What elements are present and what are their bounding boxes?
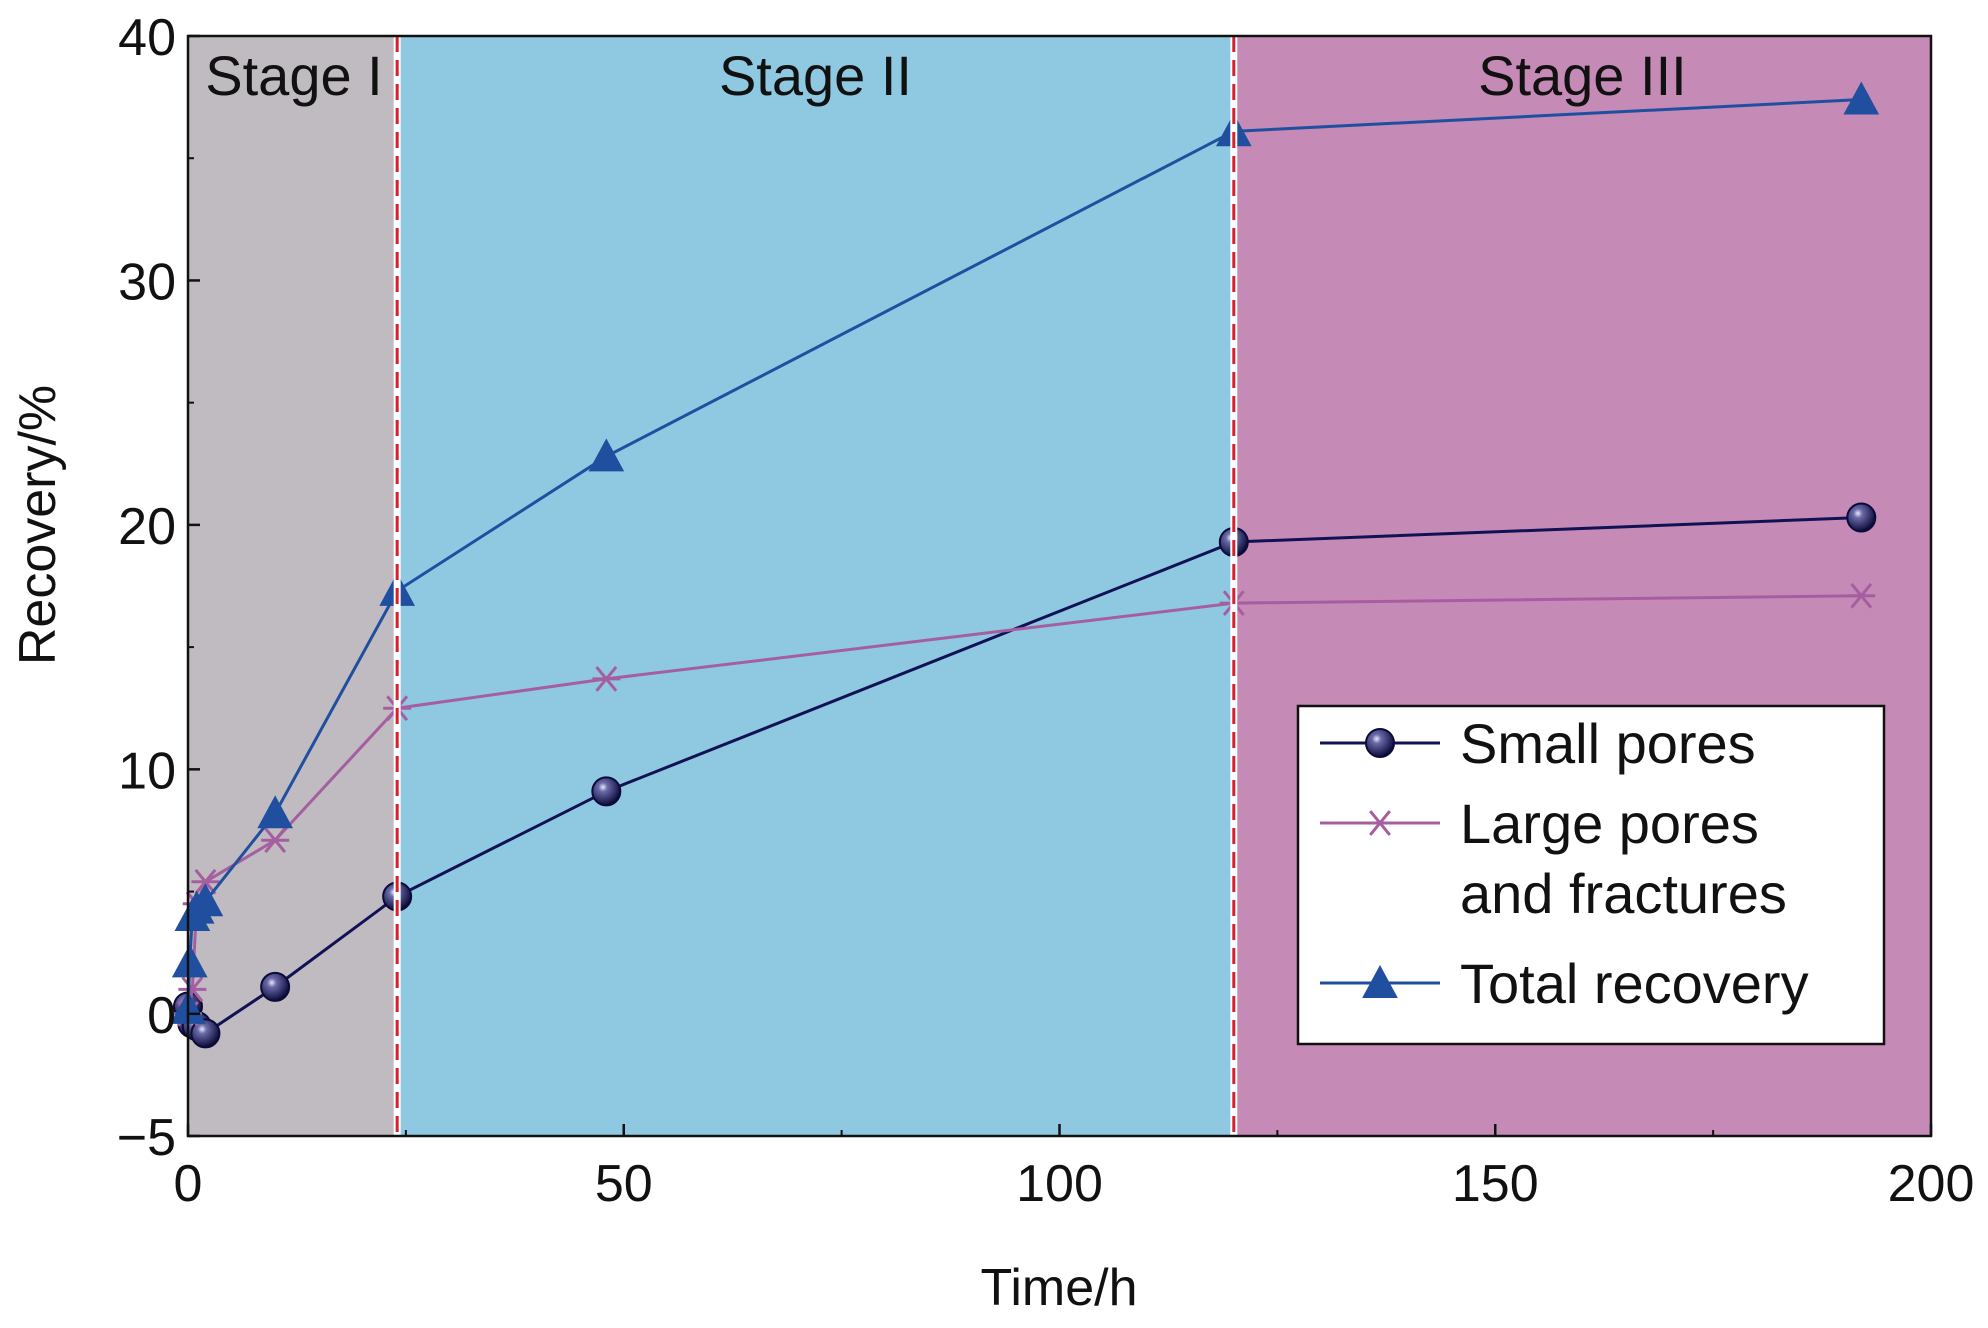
legend-box — [1296, 704, 1886, 1046]
asterisk-stroke — [1369, 810, 1391, 836]
point-marker-ball — [1365, 728, 1395, 758]
point-marker — [588, 438, 625, 472]
point-marker — [171, 944, 208, 978]
y-tick-label: 20 — [118, 498, 176, 556]
x-tick-label: 100 — [1016, 1155, 1103, 1213]
y-axis-label: Recovery/% — [9, 385, 67, 665]
legend-label: Total recovery — [1460, 952, 1809, 1015]
point-marker — [1362, 964, 1398, 998]
stage-band — [188, 36, 398, 1136]
stage-label: Stage III — [1478, 44, 1687, 107]
y-tick-label: −5 — [117, 1109, 176, 1167]
point-marker — [261, 827, 290, 854]
point-marker — [257, 795, 293, 829]
point-marker — [1843, 81, 1880, 115]
point-marker — [1366, 810, 1394, 836]
stage-label: Stage I — [205, 44, 382, 107]
asterisk-stroke — [194, 868, 217, 895]
x-tick-label: 200 — [1888, 1155, 1975, 1213]
point-marker — [1846, 502, 1877, 533]
asterisk-stroke — [595, 666, 618, 692]
point-marker — [191, 868, 220, 895]
point-marker — [591, 776, 622, 807]
point-marker-ball — [190, 1018, 221, 1049]
series-line — [186, 98, 1862, 1009]
stage-label: Stage II — [719, 44, 912, 107]
stage-labels: Stage I Stage II Stage III — [205, 44, 1686, 107]
legend: Small pores Large pores and fractures Total… — [1296, 704, 1886, 1046]
legend-label-line: Large pores — [1460, 792, 1759, 855]
x-tick-label: 0 — [174, 1155, 203, 1213]
legend-label: Large pores and fractures — [1460, 792, 1787, 925]
x-tick-label: 150 — [1452, 1155, 1539, 1213]
point-marker — [1847, 582, 1876, 609]
point-marker-ball — [260, 971, 291, 1002]
asterisk-stroke — [1850, 582, 1873, 609]
point-marker-ball — [591, 776, 622, 807]
y-tick-label: 30 — [118, 253, 176, 311]
legend-label: Small pores — [1460, 712, 1756, 775]
x-axis-label: Time/h — [981, 1259, 1138, 1317]
point-marker — [592, 666, 621, 692]
y-tick-label: 10 — [118, 742, 176, 800]
point-marker — [1365, 728, 1395, 758]
asterisk-stroke — [264, 827, 287, 854]
stage-band — [397, 36, 1234, 1136]
series — [170, 81, 1880, 1024]
stage-boundary-lines — [393, 36, 1238, 1136]
point-marker — [190, 1018, 221, 1049]
series-layer — [170, 81, 1880, 1049]
y-tick-label: 40 — [118, 9, 176, 67]
point-marker — [187, 883, 224, 917]
x-tick-label: 50 — [595, 1155, 653, 1213]
point-marker-ball — [1846, 502, 1877, 533]
point-marker — [260, 971, 291, 1002]
y-tick-label: 0 — [147, 987, 176, 1045]
legend-label-line: and fractures — [1460, 862, 1787, 925]
